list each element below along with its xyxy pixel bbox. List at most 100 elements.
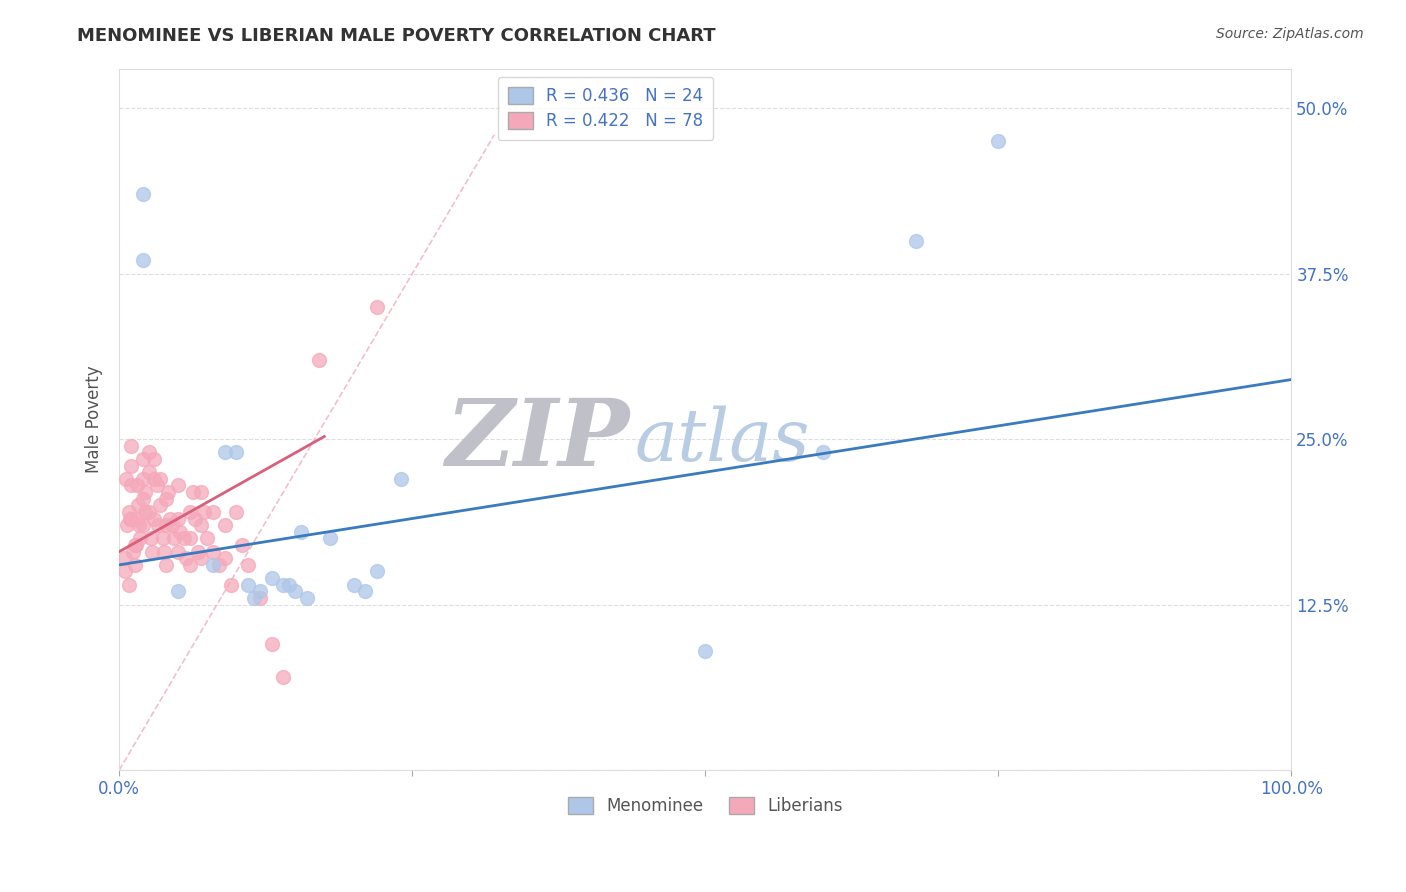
- Point: [173, 532, 195, 546]
- Point: [295, 591, 318, 605]
- Point: [249, 584, 271, 599]
- Point: [179, 505, 201, 519]
- Point: [146, 518, 169, 533]
- Point: [238, 558, 260, 572]
- Point: [284, 584, 307, 599]
- Text: Source: ZipAtlas.com: Source: ZipAtlas.com: [1216, 27, 1364, 41]
- Text: ZIP: ZIP: [444, 395, 628, 485]
- Point: [169, 524, 191, 539]
- Point: [231, 538, 253, 552]
- Point: [159, 511, 181, 525]
- Point: [153, 544, 176, 558]
- Point: [132, 518, 155, 533]
- Point: [214, 551, 236, 566]
- Point: [811, 445, 834, 459]
- Point: [273, 577, 295, 591]
- Point: [187, 544, 209, 558]
- Point: [143, 472, 166, 486]
- Point: [905, 234, 928, 248]
- Point: [366, 565, 388, 579]
- Point: [138, 445, 160, 459]
- Point: [128, 518, 150, 533]
- Point: [354, 584, 377, 599]
- Point: [155, 558, 177, 572]
- Point: [134, 505, 156, 519]
- Point: [120, 478, 142, 492]
- Point: [308, 352, 330, 367]
- Point: [179, 558, 201, 572]
- Point: [208, 558, 231, 572]
- Point: [129, 532, 152, 546]
- Point: [143, 452, 166, 467]
- Point: [389, 472, 412, 486]
- Point: [214, 445, 236, 459]
- Text: MENOMINEE VS LIBERIAN MALE POVERTY CORRELATION CHART: MENOMINEE VS LIBERIAN MALE POVERTY CORRE…: [77, 27, 716, 45]
- Point: [167, 478, 190, 492]
- Point: [987, 134, 1010, 148]
- Point: [149, 472, 172, 486]
- Point: [155, 491, 177, 506]
- Point: [219, 577, 242, 591]
- Point: [238, 577, 260, 591]
- Point: [167, 511, 190, 525]
- Point: [190, 518, 212, 533]
- Point: [225, 445, 247, 459]
- Y-axis label: Male Poverty: Male Poverty: [86, 366, 103, 473]
- Point: [120, 439, 142, 453]
- Point: [143, 511, 166, 525]
- Point: [193, 505, 215, 519]
- Point: [214, 518, 236, 533]
- Point: [273, 670, 295, 684]
- Point: [195, 532, 218, 546]
- Point: [125, 478, 148, 492]
- Point: [127, 498, 149, 512]
- Point: [132, 187, 155, 202]
- Text: atlas: atlas: [636, 405, 810, 475]
- Point: [141, 544, 163, 558]
- Point: [114, 565, 136, 579]
- Point: [117, 505, 139, 519]
- Point: [115, 472, 138, 486]
- Point: [139, 532, 162, 546]
- Point: [225, 505, 247, 519]
- Point: [118, 511, 141, 525]
- Point: [190, 485, 212, 500]
- Point: [278, 577, 301, 591]
- Point: [125, 538, 148, 552]
- Point: [122, 544, 145, 558]
- Point: [343, 577, 366, 591]
- Point: [202, 505, 225, 519]
- Point: [120, 458, 142, 473]
- Point: [243, 591, 266, 605]
- Point: [167, 544, 190, 558]
- Point: [181, 485, 204, 500]
- Point: [114, 551, 136, 566]
- Point: [138, 505, 160, 519]
- Point: [202, 558, 225, 572]
- Point: [157, 485, 180, 500]
- Point: [174, 551, 197, 566]
- Point: [134, 485, 156, 500]
- Point: [160, 518, 183, 533]
- Point: [117, 577, 139, 591]
- Point: [132, 491, 155, 506]
- Point: [124, 538, 146, 552]
- Point: [125, 511, 148, 525]
- Point: [179, 532, 201, 546]
- Point: [117, 518, 139, 533]
- Point: [202, 544, 225, 558]
- Point: [132, 452, 155, 467]
- Point: [695, 644, 717, 658]
- Point: [132, 253, 155, 268]
- Point: [138, 465, 160, 479]
- Point: [249, 591, 271, 605]
- Point: [146, 478, 169, 492]
- Point: [319, 532, 342, 546]
- Point: [290, 524, 312, 539]
- Point: [124, 558, 146, 572]
- Point: [132, 472, 155, 486]
- Point: [260, 637, 283, 651]
- Point: [120, 511, 142, 525]
- Point: [190, 551, 212, 566]
- Legend: Menominee, Liberians: Menominee, Liberians: [558, 787, 852, 825]
